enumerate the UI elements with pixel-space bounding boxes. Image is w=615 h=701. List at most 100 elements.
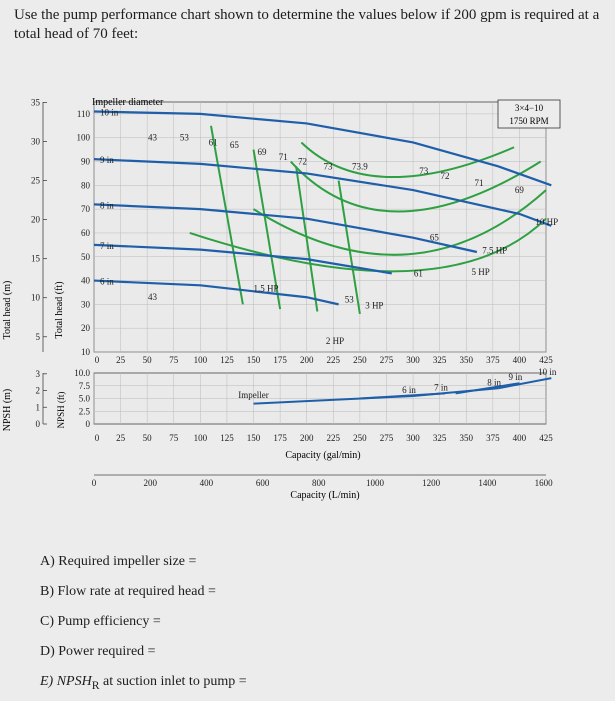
efficiency-label: 69	[258, 147, 268, 157]
tick-lpm: 1400	[478, 478, 497, 488]
efficiency-label: 73	[323, 161, 333, 171]
axis-title-head-m: Total head (m)	[2, 281, 13, 340]
tick-head-m: 30	[31, 136, 41, 146]
power-label: 1.5 HP	[254, 284, 279, 294]
npsh-curve-label: 6 in	[402, 385, 416, 395]
tick-lpm: 1600	[535, 478, 554, 488]
efficiency-label: 43	[148, 133, 158, 143]
axis-title-npsh-ft: NPSH (ft)	[56, 392, 66, 429]
tick-gpm-top: 200	[300, 355, 314, 365]
tick-head-ft: 50	[81, 252, 91, 262]
axis-title-capacity-lpm: Capacity (L/min)	[290, 490, 359, 501]
chart-grid	[42, 101, 547, 476]
npsh-subscript: R	[91, 678, 100, 692]
tick-gpm-bottom: 300	[406, 433, 420, 443]
tick-gpm-top: 275	[380, 355, 394, 365]
impeller-curves	[93, 110, 552, 306]
efficiency-label: 73	[419, 166, 429, 176]
tick-gpm-bottom: 400	[513, 433, 527, 443]
efficiency-label: 61	[209, 137, 218, 147]
efficiency-label: 53	[180, 133, 190, 143]
tick-lpm: 800	[312, 478, 326, 488]
efficiency-label: 65	[430, 233, 440, 243]
tick-gpm-top: 175	[273, 355, 287, 365]
tick-npsh-ft: 10.0	[74, 368, 90, 378]
tick-head-m: 35	[31, 97, 41, 107]
tick-head-ft: 40	[81, 276, 91, 286]
tick-gpm-top: 125	[220, 355, 234, 365]
answer-e: E) NPSHR at suction inlet to pump =	[40, 667, 247, 701]
efficiency-label: 71	[474, 178, 483, 188]
npsh-curve-label: 8 in	[487, 377, 501, 387]
tick-npsh-ft: 7.5	[79, 381, 91, 391]
tick-gpm-bottom: 275	[380, 433, 394, 443]
efficiency-lines	[189, 125, 547, 315]
tick-gpm-top: 400	[513, 355, 527, 365]
tick-gpm-bottom: 75	[169, 433, 179, 443]
chart-labels: 0025255050757510010012512515015017517520…	[31, 97, 558, 488]
npsh-curve-label: 7 in	[434, 382, 448, 392]
tick-head-m: 20	[31, 215, 41, 225]
efficiency-label: 69	[515, 185, 525, 195]
tick-npsh-ft: 5.0	[79, 394, 91, 404]
answer-c: C) Pump efficiency =	[40, 614, 161, 629]
efficiency-curve	[290, 160, 542, 213]
axis-title-npsh-m: NPSH (m)	[2, 389, 13, 432]
head-curve-6-in	[93, 279, 339, 306]
tick-lpm: 600	[256, 478, 270, 488]
tick-head-m: 5	[36, 332, 41, 342]
answer-d: D) Power required =	[40, 644, 156, 659]
impeller-label: 7 in	[100, 241, 114, 251]
tick-head-ft: 100	[77, 133, 91, 143]
tick-gpm-top: 350	[459, 355, 473, 365]
tick-head-m: 10	[31, 293, 41, 303]
tick-lpm: 1000	[366, 478, 385, 488]
efficiency-label: 61	[414, 268, 423, 278]
tick-head-ft: 60	[81, 228, 91, 238]
npsh-curve-label: 9 in	[509, 372, 523, 382]
tick-npsh-ft: 2.5	[79, 406, 91, 416]
tick-lpm: 0	[92, 478, 97, 488]
tick-gpm-bottom: 100	[194, 433, 208, 443]
answer-e-text: at suction inlet to pump =	[99, 674, 247, 689]
power-label: 7.5 HP	[482, 246, 507, 256]
impeller-label: 10 in	[100, 108, 119, 118]
impeller-label: 9 in	[100, 155, 114, 165]
head-curve-7-in	[93, 243, 392, 275]
tick-npsh-ft: 0	[86, 419, 91, 429]
tick-head-m: 15	[31, 254, 41, 264]
impeller-label: 8 in	[100, 200, 114, 210]
tick-gpm-top: 325	[433, 355, 447, 365]
tick-gpm-top: 100	[194, 355, 208, 365]
power-label: 10 HP	[535, 217, 558, 227]
npsh-curves	[253, 377, 552, 405]
tick-gpm-bottom: 350	[459, 433, 473, 443]
tick-lpm: 400	[200, 478, 214, 488]
tick-gpm-top: 425	[539, 355, 553, 365]
pump-label-box	[497, 99, 561, 129]
npsh-impeller-label: Impeller	[238, 390, 269, 400]
efficiency-label: 72	[440, 171, 449, 181]
efficiency-label: 71	[279, 152, 288, 162]
answer-a: A) Required impeller size =	[40, 554, 197, 569]
efficiency-label: 72	[298, 157, 307, 167]
question-text: Use the pump performance chart shown to …	[14, 7, 600, 42]
efficiency-curve	[337, 180, 361, 315]
tick-gpm-top: 225	[327, 355, 341, 365]
efficiency-label: 65	[230, 140, 240, 150]
npsh-curve-10-in	[497, 377, 552, 390]
efficiency-label: 73.9	[352, 161, 368, 171]
impeller-diameter-header: Impeller diameter	[92, 97, 164, 108]
tick-gpm-bottom: 0	[95, 433, 100, 443]
tick-head-ft: 70	[81, 204, 91, 214]
tick-gpm-bottom: 175	[273, 433, 287, 443]
tick-gpm-bottom: 50	[143, 433, 153, 443]
tick-gpm-bottom: 25	[116, 433, 126, 443]
tick-gpm-top: 300	[406, 355, 420, 365]
tick-gpm-top: 25	[116, 355, 126, 365]
tick-gpm-bottom: 125	[220, 433, 234, 443]
tick-head-ft: 30	[81, 299, 91, 309]
efficiency-curve	[295, 166, 319, 312]
tick-gpm-bottom: 150	[247, 433, 261, 443]
power-label: 2 HP	[326, 336, 344, 346]
